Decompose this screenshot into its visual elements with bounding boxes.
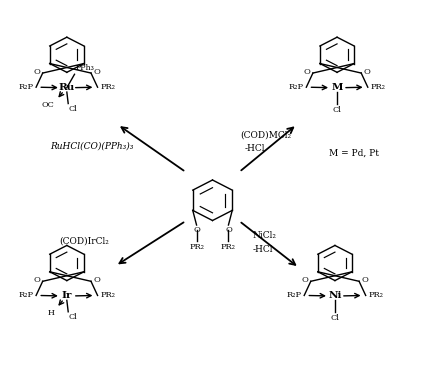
Text: O: O (93, 68, 100, 76)
Text: O: O (193, 226, 200, 234)
Text: (COD)MCl₂: (COD)MCl₂ (240, 130, 291, 139)
Text: Cl: Cl (331, 314, 340, 322)
Text: -HCl: -HCl (252, 245, 273, 254)
Text: Cl: Cl (332, 106, 342, 114)
Text: PR₂: PR₂ (189, 243, 204, 251)
Text: M: M (332, 83, 343, 92)
Text: O: O (93, 276, 100, 284)
Text: R₂P: R₂P (286, 291, 301, 299)
Text: PR₂: PR₂ (371, 83, 385, 91)
Text: O: O (361, 276, 368, 284)
Text: M = Pd, Pt: M = Pd, Pt (329, 149, 379, 158)
Text: PR₂: PR₂ (100, 291, 115, 299)
Text: RuHCl(CO)(PPh₃)₃: RuHCl(CO)(PPh₃)₃ (51, 141, 134, 150)
Text: O: O (34, 68, 40, 76)
Text: O: O (304, 68, 311, 76)
Text: (COD)IrCl₂: (COD)IrCl₂ (59, 237, 109, 246)
Text: Cl: Cl (69, 313, 77, 321)
Text: -HCl: -HCl (244, 144, 265, 153)
Text: O: O (302, 276, 309, 284)
Text: PR₂: PR₂ (221, 243, 236, 251)
Text: PR₂: PR₂ (368, 291, 383, 299)
Text: Ru: Ru (59, 83, 75, 92)
Text: O: O (363, 68, 370, 76)
Text: Ni: Ni (328, 291, 342, 301)
Text: R₂P: R₂P (289, 83, 303, 91)
Text: NiCl₂: NiCl₂ (252, 231, 277, 240)
Text: R₂P: R₂P (18, 291, 33, 299)
Text: Ir: Ir (62, 291, 72, 301)
Text: R₂P: R₂P (18, 83, 33, 91)
Text: OC: OC (42, 101, 54, 109)
Text: O: O (225, 226, 232, 234)
Text: Cl: Cl (69, 105, 77, 113)
Text: PR₂: PR₂ (100, 83, 115, 91)
Text: O: O (34, 276, 40, 284)
Text: PPh₃: PPh₃ (76, 64, 95, 72)
Text: H: H (47, 309, 54, 318)
